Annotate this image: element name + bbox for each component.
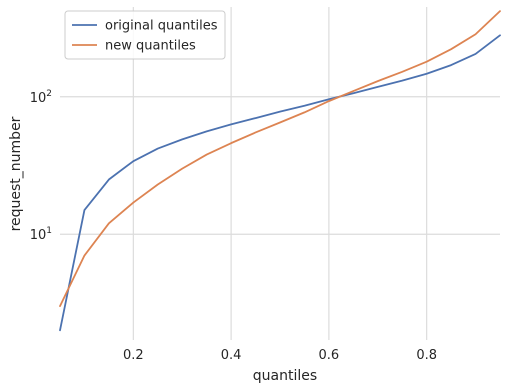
legend: original quantiles new quantiles <box>64 10 226 60</box>
y-tick-label: 101 <box>30 226 52 243</box>
x-axis-ticks: 0.2 0.4 0.6 0.8 <box>123 348 437 363</box>
y-tick-label: 102 <box>30 89 52 106</box>
x-tick-label: 0.8 <box>416 348 437 363</box>
y-axis-title: request_number <box>8 116 24 231</box>
y-axis-ticks: 101 102 <box>30 89 52 243</box>
legend-label: original quantiles <box>105 19 218 34</box>
legend-label: new quantiles <box>105 39 196 54</box>
x-tick-label: 0.6 <box>319 348 340 363</box>
x-tick-label: 0.4 <box>221 348 242 363</box>
x-axis-title: quantiles <box>253 368 317 384</box>
x-tick-label: 0.2 <box>123 348 144 363</box>
series-line-new-quantiles <box>59 10 501 308</box>
series-line-original-quantiles <box>59 34 501 332</box>
series-layer <box>59 10 501 332</box>
legend-box <box>64 10 226 60</box>
